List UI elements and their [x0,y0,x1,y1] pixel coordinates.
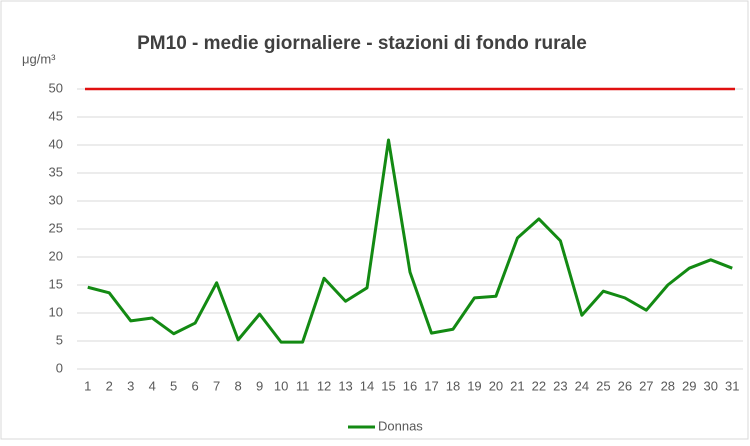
chart-title: PM10 - medie giornaliere - stazioni di f… [137,33,587,54]
x-tick-label: 18 [446,378,460,393]
x-tick-label: 22 [532,378,546,393]
x-tick-label: 12 [317,378,331,393]
x-tick-label: 2 [106,378,113,393]
y-tick-label: 45 [49,108,63,123]
x-tick-label: 8 [235,378,242,393]
x-tick-label: 24 [575,378,589,393]
y-tick-label: 20 [49,248,63,263]
y-tick-label: 5 [56,332,63,347]
x-tick-label: 17 [424,378,438,393]
x-tick-label: 9 [256,378,263,393]
x-tick-label: 11 [296,378,310,393]
y-tick-label: 15 [49,276,63,291]
x-tick-label: 4 [149,378,156,393]
x-tick-label: 27 [639,378,653,393]
y-tick-label: 50 [49,80,63,95]
y-tick-label: 30 [49,192,63,207]
x-tick-label: 5 [170,378,177,393]
x-tick-label: 3 [127,378,134,393]
x-tick-label: 28 [661,378,675,393]
legend-label: Donnas [378,418,423,433]
x-tick-label: 31 [725,378,739,393]
y-tick-label: 10 [49,304,63,319]
x-tick-label: 10 [274,378,288,393]
y-tick-label: 35 [49,164,63,179]
data-line [87,138,733,344]
x-tick-label: 26 [618,378,632,393]
y-tick-label: 40 [49,136,63,151]
x-tick-label: 7 [213,378,220,393]
x-tick-label: 6 [192,378,199,393]
x-tick-label: 13 [338,378,352,393]
x-tick-label: 29 [682,378,696,393]
x-tick-label: 21 [510,378,524,393]
y-tick-label: 25 [49,220,63,235]
x-tick-label: 30 [704,378,718,393]
x-tick-label: 19 [467,378,481,393]
y-tick-label: 0 [56,360,63,375]
x-tick-label: 25 [596,378,610,393]
x-tick-label: 16 [403,378,417,393]
x-tick-label: 23 [553,378,567,393]
x-tick-label: 14 [360,378,374,393]
x-tick-label: 1 [84,378,91,393]
x-tick-label: 20 [489,378,503,393]
y-axis-label: μg/m³ [22,51,56,66]
x-tick-label: 15 [381,378,395,393]
